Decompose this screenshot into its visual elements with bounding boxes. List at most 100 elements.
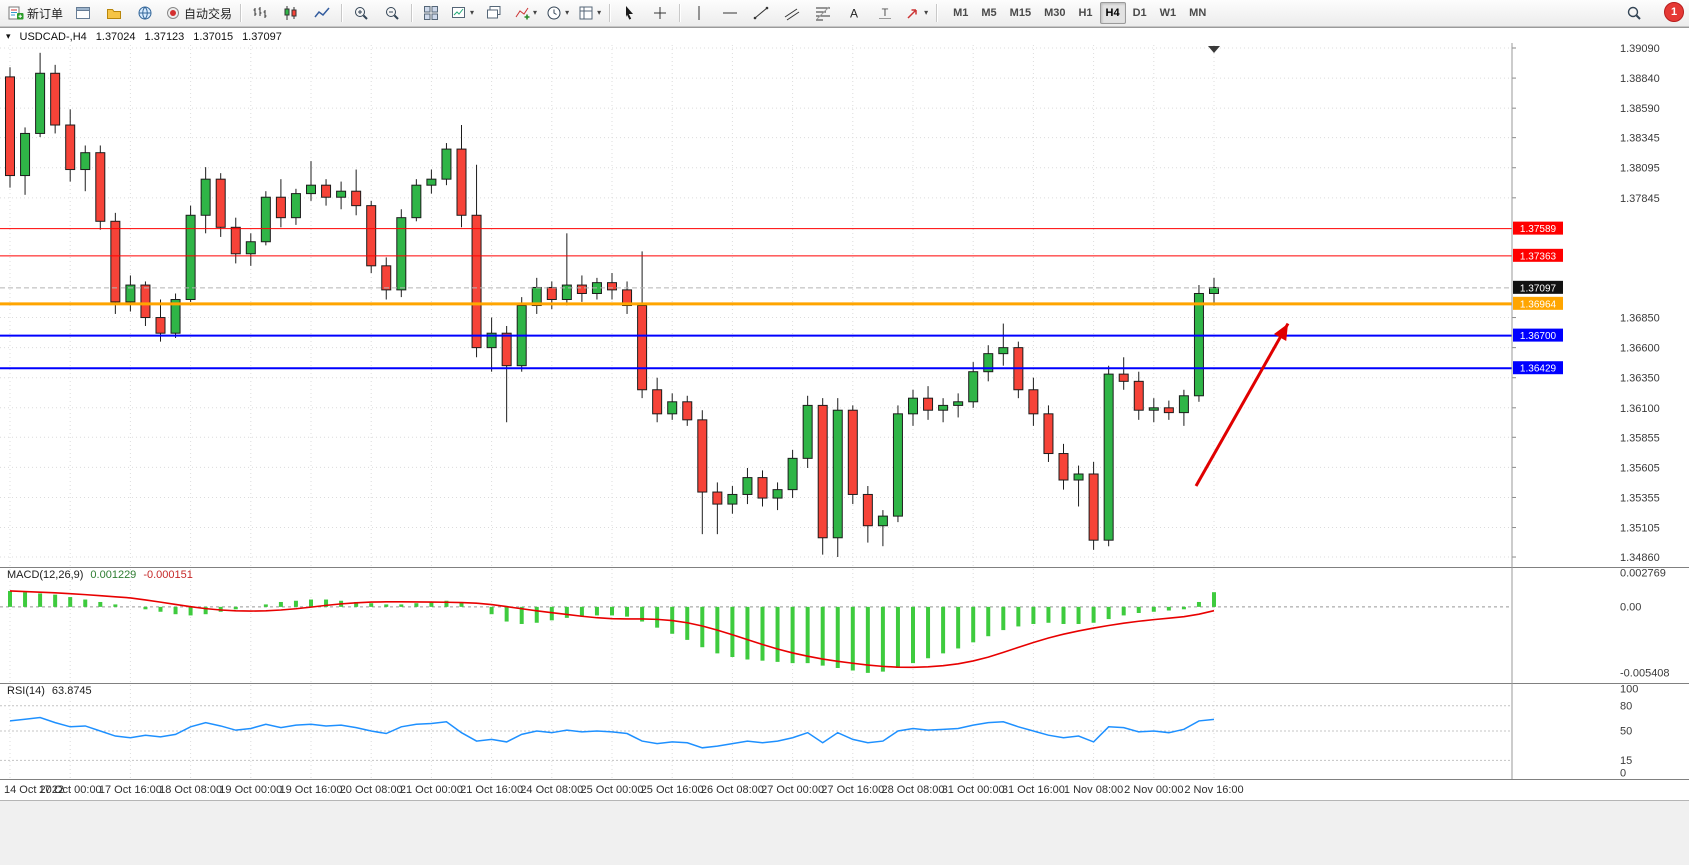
time-label: 2 Nov 00:00 [1124,784,1184,796]
rsi-line [9,716,1215,749]
svg-text:1.35855: 1.35855 [1620,432,1660,444]
price-level-label [1513,248,1563,262]
strategy-tester-button[interactable] [130,1,160,25]
vertical-line-button[interactable] [684,1,714,25]
timeframe-h4[interactable]: H4 [1099,2,1126,24]
rsi-title: RSI(14) [7,685,45,697]
equidistant-channel-button[interactable] [777,1,807,25]
macd-histogram [8,590,1216,673]
svg-text:1.36700: 1.36700 [1520,331,1557,342]
svg-text:1.37845: 1.37845 [1620,193,1660,205]
time-label: 19 Oct 16:00 [279,784,343,796]
new-order-button[interactable]: 新订单 [4,1,67,25]
cursor-button[interactable] [614,1,644,25]
toolbar-separator [411,4,413,22]
timeframe-mn[interactable]: MN [1189,7,1207,19]
zoom-in-button[interactable] [346,1,376,25]
price-chart[interactable]: 1.39090 1.38840 1.38590 1.38345 1.38095 1.378… [0,43,1689,567]
tile-windows-button[interactable] [416,1,446,25]
time-label: 20 Oct 08:00 [339,784,403,796]
candles-icon [284,6,297,20]
timeframe-w1[interactable]: W1 [1159,7,1177,19]
main-toolbar: 新订单 自动交易 ▾ ▾ ▾ ▾ A T ▾ M1 M5 M15 M30 H1 H4 D1 W1 MN [0,0,1689,27]
svg-text:1.38095: 1.38095 [1620,163,1660,175]
time-label: 17 Oct 00:00 [38,784,102,796]
timeframe-d1[interactable]: D1 [1132,7,1147,19]
chart-window-usdcad[interactable]: ▾ USDCAD-,H4 1.37024 1.37123 1.37015 1.3… [0,27,1689,865]
svg-text:1.38345: 1.38345 [1620,133,1660,145]
caret-down-icon: ▾ [470,8,475,17]
indicators-icon [515,7,530,20]
time-label: 21 Oct 16:00 [460,784,524,796]
new-chart-button[interactable]: ▾ [447,1,478,25]
symbol-bar: ▾ USDCAD-,H4 1.37024 1.37123 1.37015 1.3… [6,30,282,43]
price-level-label [1513,296,1563,310]
line-chart-button[interactable] [307,1,337,25]
window-icon [76,7,91,19]
time-label: 27 Oct 16:00 [821,784,885,796]
toolbar-separator [240,4,242,22]
templates-button[interactable]: ▾ [574,1,605,25]
zoom-out-button[interactable] [377,1,407,25]
toolbar-separator [679,4,681,22]
zoom-out-icon [386,7,399,20]
new-order-icon [8,6,24,20]
cascade-icon [487,6,501,19]
timeframe-group: M1 M5 M15 M30 H1 H4 D1 W1 MN [947,2,1212,24]
price-gridlines [0,47,1516,558]
notification-badge[interactable]: 1 [1664,2,1684,22]
time-label: 1 Nov 08:00 [1063,784,1124,796]
timeframe-h1[interactable]: H1 [1078,7,1093,19]
svg-text:1.36429: 1.36429 [1520,364,1557,375]
fibonacci-retracement-button[interactable] [808,1,838,25]
arrange-windows-button[interactable] [479,1,509,25]
search-icon [1627,6,1641,20]
svg-text:1.37363: 1.37363 [1520,251,1557,262]
rsi-header: RSI(14) 63.8745 [7,685,92,697]
timeframe-m15[interactable]: M15 [1009,7,1032,19]
search-button[interactable] [1619,1,1649,25]
arrow-objects-button[interactable]: ▾ [901,1,932,25]
chart-shift-marker [1208,46,1220,53]
timeframe-m30[interactable]: M30 [1044,7,1066,19]
svg-text:15: 15 [1620,755,1632,767]
rsi-panel[interactable]: 100 80 50 150 [0,683,1689,779]
autotrading-button[interactable]: 自动交易 [161,1,236,25]
fibo-icon [816,6,831,21]
time-label: 25 Oct 00:00 [580,784,644,796]
indicators-button[interactable]: ▾ [510,1,541,25]
chart-window-button[interactable] [68,1,98,25]
time-label: 28 Oct 08:00 [881,784,945,796]
ohlc-close: 1.37097 [242,30,282,43]
text-label-button[interactable]: T [870,1,900,25]
svg-text:0: 0 [1620,768,1626,780]
timeframe-m1[interactable]: M1 [953,7,969,19]
time-label: 2 Nov 16:00 [1184,784,1244,796]
horizontal-line-button[interactable] [715,1,745,25]
bar-chart-button[interactable] [245,1,275,25]
toolbar-separator [609,4,611,22]
macd-panel[interactable]: 0.002769 0.00 -0.005408 [0,567,1689,683]
profiles-button[interactable] [99,1,129,25]
globe-icon [138,6,152,20]
text-button[interactable]: A [839,1,869,25]
time-label: 18 Oct 08:00 [159,784,223,796]
time-label: 21 Oct 00:00 [399,784,463,796]
candlestick-chart-button[interactable] [276,1,306,25]
crosshair-button[interactable] [645,1,675,25]
crosshair-icon [654,7,667,19]
svg-text:1.39090: 1.39090 [1620,43,1660,55]
new-chart-icon [452,7,466,18]
time-axis[interactable]: 14 Oct 2022 17 Oct 00:00 17 Oct 16:00 18 Oc… [0,779,1689,800]
time-label: 27 Oct 00:00 [761,784,825,796]
trendline-button[interactable] [746,1,776,25]
arrow-obj-icon [907,9,917,19]
periods-button[interactable]: ▾ [542,1,573,25]
toolbar-separator [341,4,343,22]
caret-down-icon: ▾ [533,8,538,17]
ohlc-high: 1.37123 [144,30,185,43]
profiles-icon [107,9,122,19]
price-level-label [1513,328,1563,342]
chart-menu-icon[interactable]: ▾ [6,31,11,41]
timeframe-m5[interactable]: M5 [981,7,997,19]
